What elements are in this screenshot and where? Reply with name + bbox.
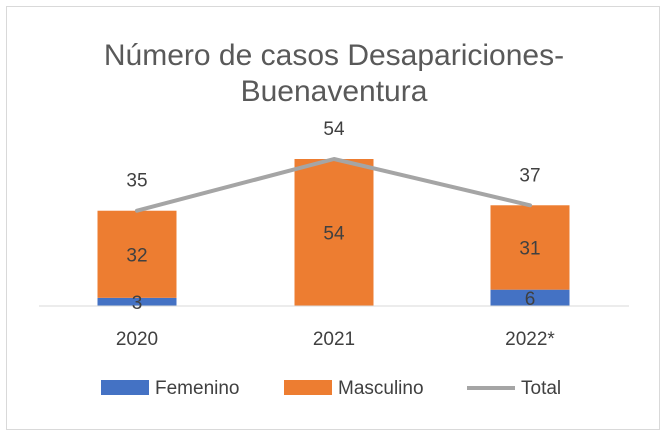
labels-layer: 3 32 54 6 31 35 54 37 (126, 119, 540, 314)
bar-femenino-2022 (490, 289, 570, 306)
bar-masculino-2022 (490, 205, 570, 290)
data-label-masculino-2020: 32 (126, 245, 147, 266)
data-label-total-2022: 37 (519, 165, 540, 186)
data-label-masculino-2022: 31 (519, 238, 540, 259)
ticks-layer: 2020 2021 2022* (116, 329, 556, 350)
chart-frame: Número de casos Desapariciones- Buenaven… (6, 6, 660, 430)
chart-svg: Número de casos Desapariciones- Buenaven… (39, 39, 629, 399)
line-total (135, 157, 532, 213)
legend-swatch-femenino (101, 380, 149, 395)
legend-item-total: Total (467, 378, 561, 399)
chart-title-line-1: Número de casos Desapariciones- (104, 39, 564, 72)
x-tick-label-2020: 2020 (116, 329, 158, 350)
chart-title: Número de casos Desapariciones- Buenaven… (104, 39, 564, 108)
bars-layer (97, 159, 570, 306)
bar-masculino-2021 (294, 159, 374, 306)
bar-femenino-2020 (97, 297, 177, 306)
legend-item-masculino: Masculino (284, 378, 424, 399)
legend-swatch-masculino (284, 380, 332, 395)
data-label-femenino-2022: 6 (525, 289, 536, 310)
line-layer (135, 157, 532, 213)
data-label-masculino-2021: 54 (323, 224, 345, 245)
data-label-total-2020: 35 (126, 171, 147, 192)
chart-title-line-2: Buenaventura (241, 75, 428, 108)
data-label-total-2021: 54 (323, 119, 345, 140)
data-label-femenino-2020: 3 (132, 293, 143, 314)
legend: Femenino Masculino Total (101, 378, 561, 399)
x-tick-label-2022: 2022* (505, 329, 555, 350)
legend-label-masculino: Masculino (338, 378, 424, 399)
bar-masculino-2020 (97, 210, 177, 298)
legend-label-total: Total (521, 378, 561, 399)
legend-item-femenino: Femenino (101, 378, 240, 399)
legend-label-femenino: Femenino (155, 378, 240, 399)
x-tick-label-2021: 2021 (313, 329, 355, 350)
